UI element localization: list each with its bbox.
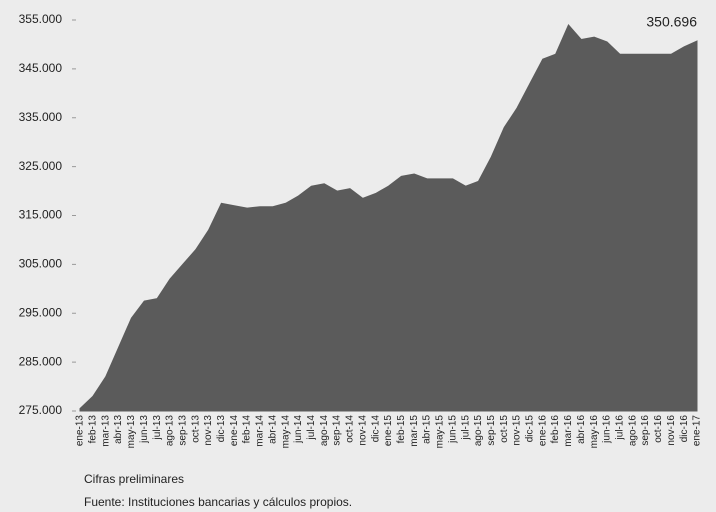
x-tick-label: dic-15: [525, 415, 536, 443]
x-tick-label: ene-13: [75, 415, 86, 447]
y-tick-label: 345.000: [19, 61, 63, 75]
x-tick-label: dic-14: [370, 415, 381, 443]
x-tick-label: jun-16: [602, 415, 613, 444]
y-tick-label: 355.000: [19, 12, 63, 26]
x-tick-label: sep-16: [640, 415, 651, 446]
y-tick-label: 315.000: [19, 208, 63, 222]
x-tick-label: jul-14: [306, 415, 317, 441]
x-tick-label: mar-16: [563, 415, 574, 447]
x-tick-label: jun-13: [139, 415, 150, 444]
x-tick-label: feb-16: [550, 415, 561, 444]
x-tick-label: nov-14: [357, 415, 368, 446]
x-tick-label: may-13: [126, 415, 137, 449]
x-tick-label: oct-14: [345, 415, 356, 443]
x-tick-label: may-15: [435, 415, 446, 449]
value-label: 350.696: [646, 14, 697, 30]
x-tick-label: dic-13: [216, 415, 227, 443]
y-tick-label: 335.000: [19, 110, 63, 124]
x-tick-label: abr-16: [576, 415, 587, 444]
x-tick-label: abr-13: [113, 415, 124, 444]
x-tick-label: dic-16: [679, 415, 690, 443]
x-tick-label: ene-16: [537, 415, 548, 447]
x-tick-label: feb-13: [87, 415, 98, 444]
x-tick-label: ene-14: [229, 415, 240, 447]
x-tick-label: feb-14: [242, 415, 253, 444]
x-tick-label: ago-14: [319, 415, 330, 447]
x-tick-label: mar-15: [409, 415, 420, 447]
y-tick-label: 275.000: [19, 403, 63, 417]
x-tick-label: oct-13: [190, 415, 201, 443]
x-tick-label: sep-14: [332, 415, 343, 446]
x-tick-label: sep-13: [177, 415, 188, 446]
x-tick-label: jun-14: [293, 415, 304, 444]
x-tick-label: oct-16: [653, 415, 664, 443]
source: Fuente: Instituciones bancarias y cálcul…: [84, 495, 352, 509]
x-tick-label: abr-15: [422, 415, 433, 444]
x-tick-label: abr-14: [267, 415, 278, 444]
x-tick-label: mar-14: [255, 415, 266, 447]
x-tick-label: oct-15: [499, 415, 510, 443]
y-tick-label: 285.000: [19, 354, 63, 368]
x-tick-label: ene-17: [692, 415, 703, 447]
y-tick-label: 325.000: [19, 159, 63, 173]
x-tick-label: sep-15: [486, 415, 497, 446]
x-tick-label: may-14: [280, 415, 291, 449]
area: [79, 23, 698, 412]
x-tick-label: ago-16: [627, 415, 638, 447]
x-tick-label: jul-16: [615, 415, 626, 441]
x-tick-label: feb-15: [396, 415, 407, 444]
x-tick-label: jul-15: [460, 415, 471, 441]
x-tick-label: ene-15: [383, 415, 394, 447]
x-tick-label: nov-13: [203, 415, 214, 446]
x-tick-label: ago-13: [165, 415, 176, 447]
x-tick-label: may-16: [589, 415, 600, 449]
x-tick-label: jul-13: [152, 415, 163, 441]
x-tick-label: nov-15: [512, 415, 523, 446]
x-tick-label: ago-15: [473, 415, 484, 447]
x-tick-label: mar-13: [100, 415, 111, 447]
y-tick-label: 305.000: [19, 257, 63, 271]
x-tick-label: jun-15: [447, 415, 458, 444]
x-tick-label: nov-16: [666, 415, 677, 446]
note: Cifras preliminares: [84, 472, 184, 486]
y-tick-label: 295.000: [19, 305, 63, 319]
